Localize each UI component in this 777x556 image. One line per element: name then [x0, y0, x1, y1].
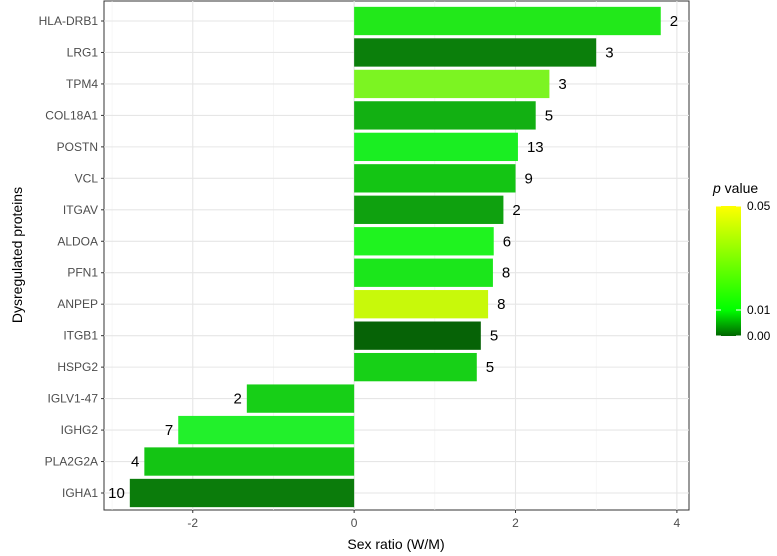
y-tick-labels: HLA-DRB1 LRG1 TPM4 COL18A1 POSTN VCL ITGAV ALDO…	[39, 14, 104, 500]
data-label-ighg2: 7	[165, 422, 173, 439]
y-tick-label: ALDOA	[57, 234, 98, 248]
data-label-igha1: 10	[108, 485, 125, 502]
data-label-aldoa: 6	[503, 233, 511, 250]
bar-itgb1	[354, 321, 481, 350]
data-label-itgav: 2	[512, 202, 520, 219]
legend-title: p value	[712, 180, 758, 196]
data-label-pfn1: 8	[502, 265, 510, 282]
x-tick-label: 4	[674, 516, 681, 530]
bar-lrg1	[354, 38, 597, 67]
y-tick-label: IGHA1	[62, 486, 98, 500]
data-label-vcl: 9	[525, 170, 533, 187]
bar-col18a1	[354, 101, 536, 130]
bar-postn	[354, 132, 518, 162]
data-label-anpep: 8	[497, 296, 505, 313]
y-tick-label: VCL	[75, 171, 99, 185]
x-tick-labels: -2 0 2 4	[187, 510, 681, 530]
legend-title-rest: value	[721, 180, 759, 196]
y-tick-label: PLA2G2A	[45, 455, 98, 469]
y-tick-label: HLA-DRB1	[39, 14, 99, 28]
legend-title-italic: p	[712, 180, 721, 196]
bar-vcl	[354, 164, 516, 193]
data-label-postn: 13	[527, 139, 544, 156]
bar-anpep	[354, 290, 489, 319]
y-tick-label: TPM4	[66, 77, 98, 91]
data-label-hla-drb1: 2	[670, 13, 678, 30]
legend-tick-label: 0.00	[747, 329, 771, 343]
data-label-iglv1-47: 2	[233, 391, 241, 408]
y-tick-label: POSTN	[57, 140, 98, 154]
x-axis-title: Sex ratio (W/M)	[347, 536, 444, 552]
bar-hla-drb1	[354, 6, 661, 36]
data-label-hspg2: 5	[486, 359, 494, 376]
bar-iglv1-47	[246, 384, 355, 413]
bar-pfn1	[354, 258, 493, 287]
y-tick-label: COL18A1	[45, 108, 98, 122]
x-tick-label: -2	[187, 516, 198, 530]
data-label-tpm4: 3	[558, 76, 566, 93]
data-label-pla2g2a: 4	[131, 454, 139, 471]
legend-colorbar	[716, 206, 741, 336]
legend-tick-label: 0.05	[747, 199, 771, 213]
bar-hspg2	[354, 352, 477, 382]
y-tick-label: HSPG2	[57, 360, 98, 374]
x-tick-label: 0	[351, 516, 358, 530]
bar-igha1	[129, 478, 355, 508]
data-label-col18a1: 5	[545, 107, 553, 124]
bar-ighg2	[178, 415, 355, 445]
bar-pla2g2a	[144, 447, 355, 476]
x-tick-label: 2	[512, 516, 519, 530]
y-tick-label: IGLV1-47	[48, 392, 99, 406]
bar-aldoa	[354, 227, 494, 256]
legend-tick-label: 0.01	[747, 303, 771, 317]
data-label-itgb1: 5	[490, 328, 498, 345]
data-label-lrg1: 3	[605, 44, 613, 61]
y-tick-label: ANPEP	[57, 297, 98, 311]
y-tick-label: LRG1	[67, 45, 99, 59]
y-axis-title: Dysregulated proteins	[9, 187, 25, 323]
bar-tpm4	[354, 69, 550, 99]
legend: p value 0.05 0.01 0.00	[712, 180, 771, 343]
bars-group	[129, 6, 661, 508]
y-tick-label: PFN1	[67, 266, 98, 280]
y-tick-label: ITGAV	[63, 203, 98, 217]
y-tick-label: IGHG2	[61, 423, 99, 437]
bar-itgav	[354, 195, 504, 224]
y-tick-label: ITGB1	[63, 329, 98, 343]
legend-ticks: 0.05 0.01 0.00	[716, 199, 771, 343]
